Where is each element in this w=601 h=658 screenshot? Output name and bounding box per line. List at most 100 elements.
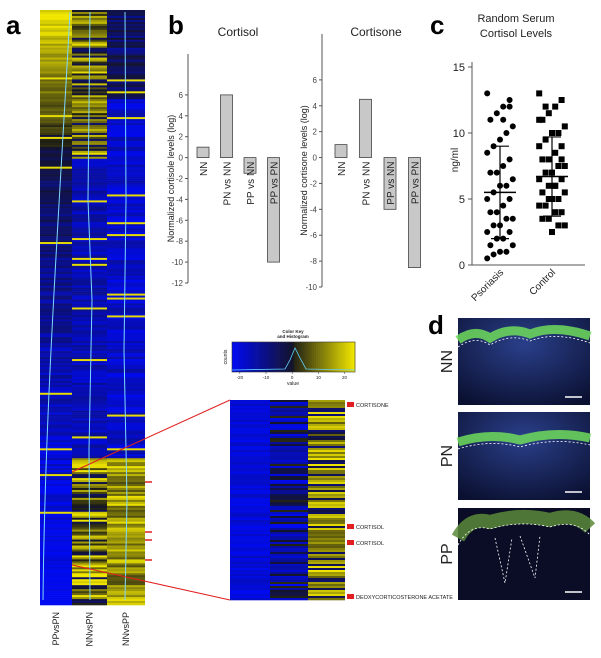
epidermis bbox=[456, 429, 592, 447]
heatmap-cell bbox=[72, 259, 107, 263]
point bbox=[542, 169, 549, 176]
heatmap-cell bbox=[40, 59, 72, 62]
heatmap-cell bbox=[230, 444, 270, 447]
heatmap-cell bbox=[308, 408, 345, 411]
heatmap-cell bbox=[107, 13, 145, 17]
heatmap-cell bbox=[40, 160, 72, 164]
heatmap-cell bbox=[308, 572, 345, 575]
heatmap-cell bbox=[72, 390, 107, 394]
heatmap-cell bbox=[270, 572, 308, 575]
heatmap-cell bbox=[107, 575, 145, 578]
heatmap-cell bbox=[230, 550, 270, 553]
heatmap-cell bbox=[230, 508, 270, 511]
key-cell bbox=[297, 342, 300, 372]
point bbox=[545, 110, 552, 117]
heatmap-cell bbox=[72, 168, 107, 171]
heatmap-cell bbox=[72, 107, 107, 110]
heatmap-cell bbox=[308, 468, 345, 471]
heatmap-cell bbox=[107, 10, 145, 13]
point bbox=[536, 176, 543, 183]
heatmap-cell bbox=[40, 73, 72, 76]
heatmap-cell bbox=[107, 501, 145, 505]
heatmap-cell bbox=[40, 398, 72, 402]
heatmap-cell bbox=[270, 462, 308, 465]
heatmap-cell bbox=[107, 404, 145, 407]
heatmap-cell bbox=[40, 382, 72, 386]
basement-line bbox=[457, 523, 591, 546]
heatmap-cell bbox=[308, 462, 345, 465]
heatmap-cell bbox=[40, 61, 72, 64]
row-label: NN bbox=[439, 350, 456, 373]
heatmap-cell bbox=[40, 21, 72, 25]
heatmap-cell bbox=[308, 464, 345, 467]
heatmap-cell bbox=[40, 329, 72, 332]
heatmap-cell bbox=[40, 101, 72, 104]
heatmap-cell bbox=[72, 198, 107, 201]
heatmap-cell bbox=[72, 119, 107, 122]
heatmap-cell bbox=[107, 591, 145, 594]
heatmap-cell bbox=[40, 416, 72, 419]
heatmap-cell bbox=[107, 368, 145, 372]
heatmap-cell bbox=[270, 434, 308, 437]
heatmap-cell bbox=[72, 196, 107, 199]
heatmap-cell bbox=[308, 568, 345, 571]
heatmap-cell bbox=[107, 503, 145, 507]
heatmap-cell bbox=[308, 496, 345, 499]
point bbox=[539, 156, 546, 163]
point bbox=[545, 215, 552, 222]
heatmap-cell bbox=[72, 295, 107, 298]
heatmap-cell bbox=[72, 311, 107, 314]
heatmap-cell bbox=[72, 349, 107, 352]
heatmap-cell bbox=[308, 518, 345, 521]
heatmap-cell bbox=[230, 526, 270, 529]
heatmap-cell bbox=[72, 331, 107, 334]
heatmap-cell bbox=[270, 446, 308, 449]
key-cell bbox=[326, 342, 329, 372]
heatmap-cell bbox=[40, 69, 72, 72]
heatmap-cell bbox=[72, 367, 107, 370]
heatmap-cell bbox=[40, 339, 72, 342]
heatmap-cell bbox=[72, 351, 107, 354]
heatmap-cell bbox=[308, 430, 345, 433]
heatmap-cell bbox=[72, 283, 107, 286]
key-cell bbox=[320, 342, 323, 372]
heatmap-cell bbox=[270, 486, 308, 489]
key-cell bbox=[254, 342, 257, 372]
key-cell bbox=[283, 342, 286, 372]
heatmap-cell bbox=[270, 472, 308, 475]
heatmap-cell bbox=[308, 536, 345, 539]
heatmap-cell bbox=[270, 596, 308, 599]
y-tick-label: 2 bbox=[179, 133, 184, 142]
heatmap-cell bbox=[308, 586, 345, 589]
heatmap-cell bbox=[107, 517, 145, 521]
heatmap-cell bbox=[40, 472, 72, 475]
heatmap-cell bbox=[308, 488, 345, 491]
heatmap-cell bbox=[308, 580, 345, 583]
heatmap-cell bbox=[107, 327, 145, 330]
heatmap-cell bbox=[230, 588, 270, 591]
point bbox=[542, 103, 549, 110]
heatmap-cell bbox=[107, 487, 145, 491]
heatmap-cell bbox=[40, 83, 72, 86]
heatmap-cell bbox=[107, 85, 145, 88]
chart-title: Random Serum bbox=[477, 13, 554, 25]
heatmap-cell bbox=[270, 422, 308, 425]
heatmap-cell bbox=[72, 289, 107, 292]
heatmap-cell bbox=[230, 536, 270, 539]
heatmap-cell bbox=[40, 57, 72, 60]
heatmap-cell bbox=[40, 482, 72, 485]
heatmap-cell bbox=[72, 178, 107, 181]
heatmap-cell bbox=[107, 325, 145, 328]
point bbox=[536, 90, 543, 97]
heatmap-cell bbox=[40, 105, 72, 108]
heatmap-cell bbox=[270, 418, 308, 421]
heatmap-cell bbox=[40, 109, 72, 112]
heatmap-cell bbox=[40, 505, 72, 509]
heatmap-cell bbox=[230, 582, 270, 585]
y-tick-label: -6 bbox=[176, 216, 184, 225]
heatmap-cell bbox=[308, 508, 345, 511]
heatmap-cell bbox=[40, 53, 72, 56]
heatmap-cell bbox=[40, 563, 72, 566]
heatmap-cell bbox=[230, 590, 270, 593]
point bbox=[545, 182, 552, 189]
